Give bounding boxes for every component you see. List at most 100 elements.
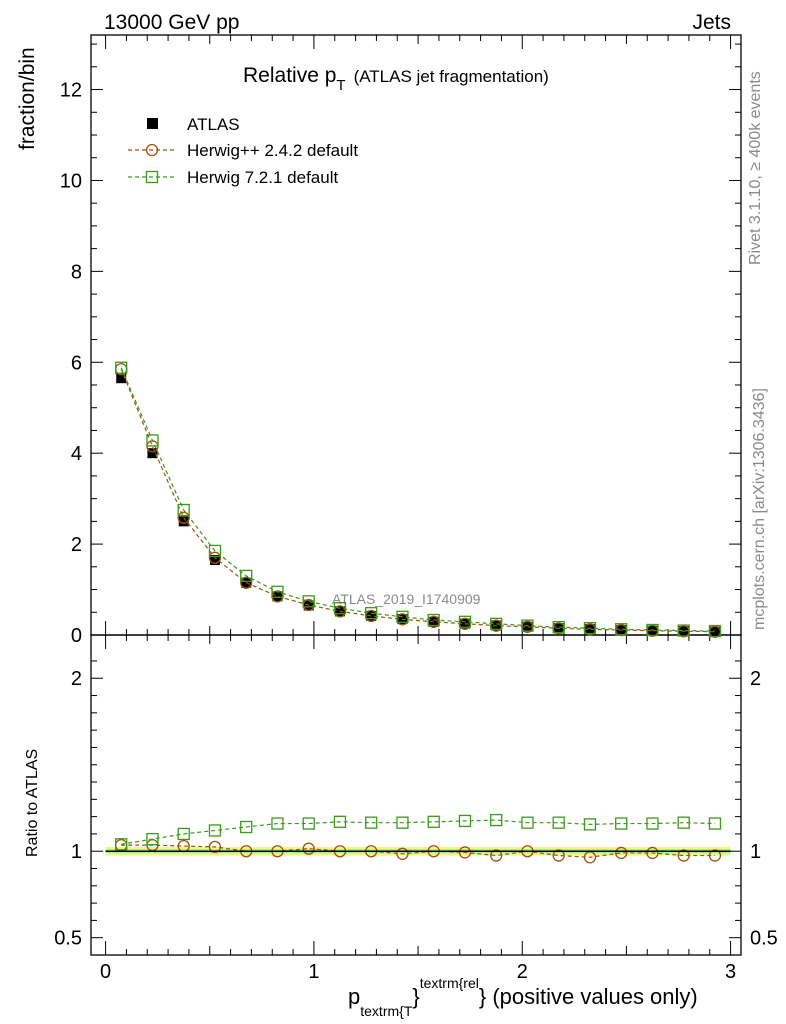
mcplots-label: mcplots.cern.ch [arXiv:1306.3436]	[751, 388, 768, 630]
herwig7-main-point	[458, 615, 472, 628]
main-ytick-label: 4	[71, 443, 82, 465]
herwig7-ratio-point	[240, 820, 253, 834]
atlas-data-point	[522, 621, 533, 632]
title-p: Relative p	[243, 64, 336, 87]
main-y-ticks: 0 2 4 6 8 10 12	[60, 43, 741, 647]
herwig7-main-point	[302, 595, 315, 608]
legend-atlas-label: ATLAS	[187, 115, 240, 134]
xlabel-sub: textrm{T	[360, 1003, 413, 1019]
herwigpp-ratio-point	[646, 846, 659, 860]
herwig7-main-point	[115, 361, 128, 374]
herwig7-ratio-point	[677, 816, 690, 829]
legend-herwig7-label: Herwig 7.2.1 default	[187, 168, 338, 187]
herwig7-ratio-point	[458, 814, 472, 828]
herwig7-ratio-line	[121, 819, 715, 845]
atlas-data-point	[116, 373, 127, 384]
herwigpp-ratio-point	[302, 842, 315, 855]
herwig7-main-point	[521, 619, 534, 632]
ratio-ylabel: Ratio to ATLAS	[24, 749, 41, 857]
main-ytick-label: 2	[71, 534, 82, 556]
ratio-ytick-label: 2	[71, 668, 82, 690]
herwig7-main-point	[208, 544, 222, 558]
herwig7-ratio-point	[177, 827, 190, 841]
herwigpp-ratio-point	[615, 846, 628, 860]
herwigpp-main-point	[208, 551, 222, 564]
xtick-label: 0	[100, 961, 111, 983]
herwigpp-ratio-point	[458, 846, 472, 859]
header-left: 13000 GeV pp	[104, 11, 239, 34]
xlabel-p: p	[348, 984, 360, 1009]
atlas-data-point	[178, 516, 189, 527]
xlabel-rest: } (positive values only)	[479, 984, 698, 1009]
atlas-data-point	[709, 626, 720, 637]
herwig7-main-point	[271, 585, 284, 598]
x-axis-label: ptextrm{T}textrm{rel} (positive values o…	[348, 975, 698, 1019]
herwig7-main-point	[427, 613, 440, 627]
herwig7-ratio-point	[708, 817, 722, 830]
herwigpp-ratio-point	[677, 849, 690, 862]
main-series	[115, 361, 722, 638]
atlas-data-point	[209, 555, 220, 565]
ratio-series	[115, 813, 722, 864]
main-ytick-label: 0	[71, 625, 82, 647]
xtick-label: 2	[517, 961, 528, 983]
herwig7-main-point	[177, 503, 190, 517]
analysis-watermark: ATLAS_2019_I1740909	[332, 591, 481, 607]
herwigpp-ratio-point	[552, 849, 565, 862]
herwigpp-main-point	[240, 576, 253, 589]
legend-herwig7-marker	[145, 170, 159, 184]
herwig7-ratio-point	[365, 816, 378, 829]
title-sub: T	[336, 77, 345, 94]
rivet-label: Rivet 3.1.10, ≥ 400k events	[747, 71, 764, 265]
xtick-label: 3	[725, 961, 736, 983]
atlas-data-point	[584, 624, 595, 635]
ratio-ytick-label: 1	[71, 841, 82, 863]
herwig7-main-point	[677, 624, 690, 637]
legend: ATLAS Herwig++ 2.4.2 default Herwig 7.2.…	[128, 115, 358, 187]
herwig7-main-point	[490, 617, 503, 631]
legend-herwigpp-label: Herwig++ 2.4.2 default	[187, 141, 358, 160]
atlas-data-point	[647, 625, 658, 636]
herwig7-main-point	[146, 434, 159, 447]
herwig7-main-point	[583, 622, 597, 635]
ratio-y-ticks: 0.5 0.5 1 1 2 2	[54, 660, 778, 950]
herwigpp-ratio-point	[396, 847, 409, 860]
xtick-label: 1	[308, 961, 319, 983]
main-ylabel: fraction/bin	[16, 47, 39, 150]
atlas-data-point	[366, 610, 377, 621]
herwig7-ratio-point	[146, 832, 159, 846]
title-rest: (ATLAS jet fragmentation)	[354, 67, 549, 86]
xlabel-brace: }	[412, 984, 419, 1009]
herwig7-ratio-point	[490, 813, 503, 827]
herwig7-ratio-point	[115, 838, 128, 851]
ratio-ytick-label-right: 1	[750, 841, 761, 863]
herwig7-ratio-point	[552, 816, 565, 829]
herwig7-ratio-point	[646, 817, 659, 830]
herwig7-main-point	[646, 623, 659, 637]
ratio-panel-frame	[90, 634, 742, 956]
herwig7-ratio-point	[583, 818, 597, 831]
herwig7-main-point	[708, 624, 722, 638]
ratio-ytick-label: 0.5	[54, 928, 82, 950]
main-ytick-label: 12	[60, 80, 82, 102]
herwig7-ratio-point	[521, 816, 534, 829]
herwigpp-ratio-point	[208, 840, 222, 854]
herwig7-ratio-point	[271, 817, 284, 830]
herwigpp-main-line	[120, 368, 715, 633]
herwig7-ratio-point	[333, 815, 347, 828]
main-ytick-label: 6	[71, 352, 82, 374]
herwigpp-ratio-point	[708, 849, 722, 862]
herwig7-main-point	[552, 620, 565, 634]
legend-atlas-marker	[147, 118, 158, 129]
ratio-ytick-label-right: 2	[750, 668, 761, 690]
herwig7-ratio-point	[427, 815, 440, 828]
main-title: Relative pT (ATLAS jet fragmentation)	[243, 64, 549, 94]
atlas-data-point	[147, 448, 158, 459]
herwig7-ratio-point	[208, 824, 222, 837]
main-ytick-label: 10	[60, 170, 82, 192]
atlas-data-point	[272, 591, 283, 602]
ratio-ytick-label-right: 0.5	[750, 928, 778, 950]
xlabel-sup: textrm{rel	[420, 975, 479, 991]
herwigpp-ratio-point	[490, 849, 503, 862]
